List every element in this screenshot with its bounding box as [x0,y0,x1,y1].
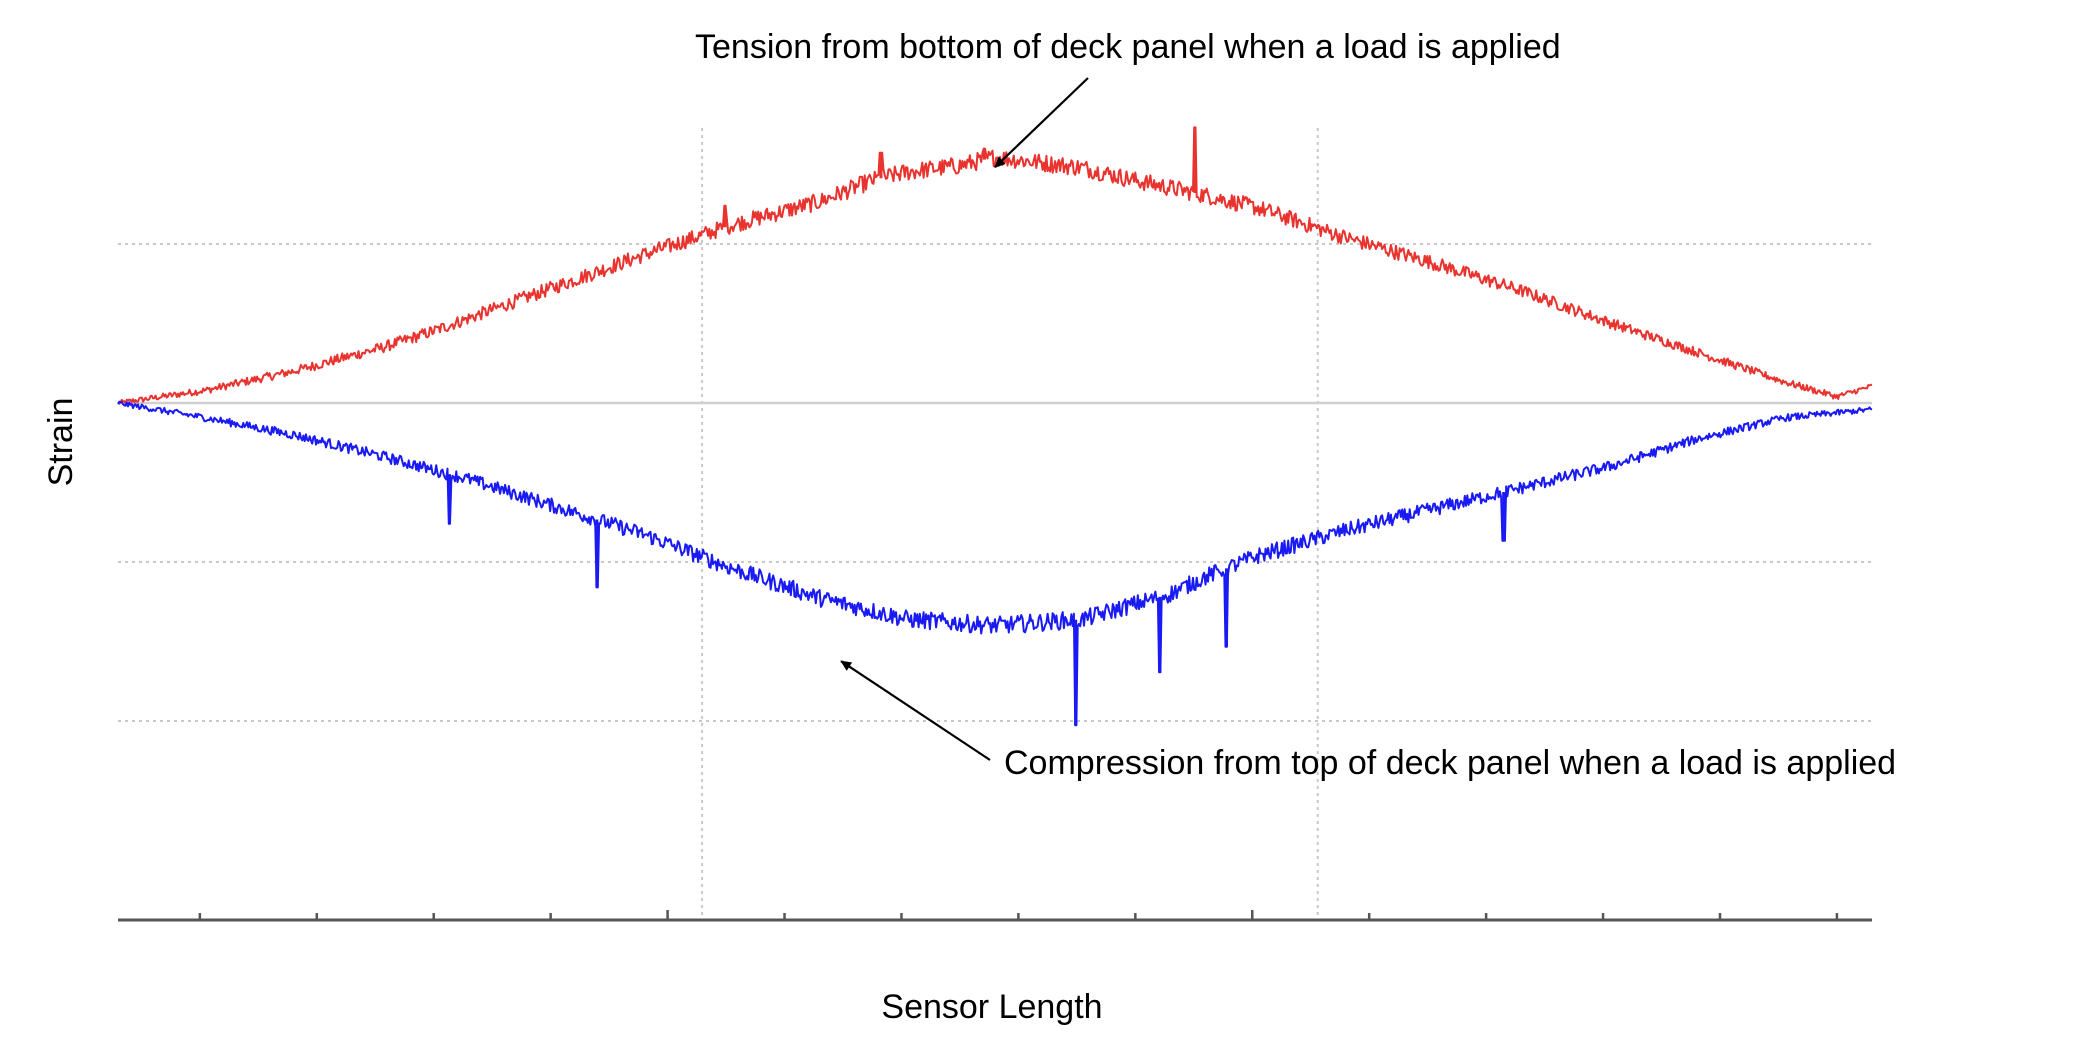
y-axis-label: Strain [42,398,80,487]
compression-annotation-label: Compression from top of deck panel when … [1004,744,1896,782]
compression-annotation-arrow [840,660,991,761]
gridlines [118,128,1872,920]
plot-series [117,126,1873,727]
compression-series-line [117,400,1873,727]
tension-annotation-label: Tension from bottom of deck panel when a… [695,28,1561,66]
tension-series-line [117,126,1873,405]
x-axis [118,910,1872,922]
tension-annotation-arrow [994,77,1089,168]
annotations: Tension from bottom of deck panel when a… [695,28,1896,782]
x-axis-label: Sensor Length [881,988,1102,1026]
